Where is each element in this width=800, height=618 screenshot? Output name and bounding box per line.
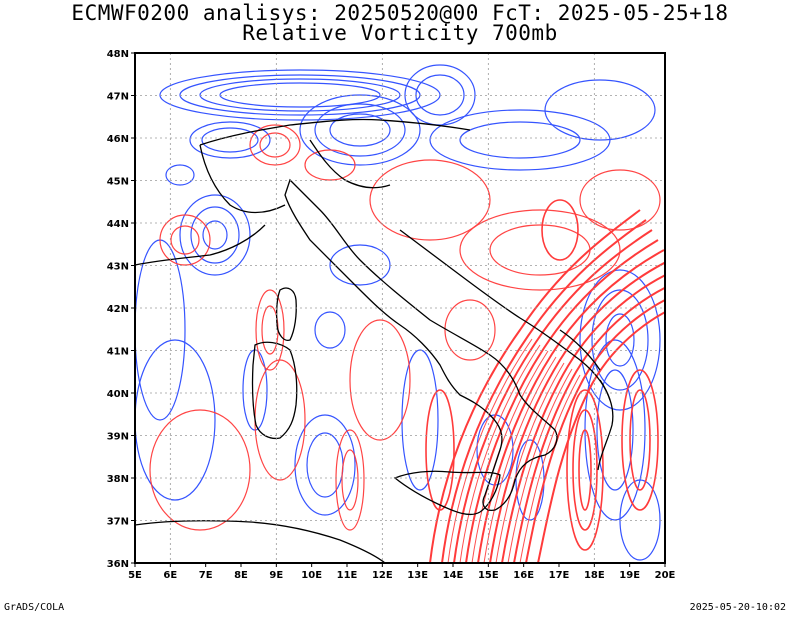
y-tick-label: 46N [107, 134, 129, 145]
x-tick-label: 13E [407, 570, 428, 581]
chart-title-line1: ECMWF0200 analisys: 20250520@00 FcT: 202… [71, 1, 729, 25]
y-tick-label: 41N [107, 347, 129, 358]
x-tick-label: 17E [549, 570, 570, 581]
y-tick-label: 38N [107, 474, 129, 485]
x-tick-label: 5E [128, 570, 142, 581]
positive-vorticity-east [425, 199, 659, 551]
x-tick-label: 16E [513, 570, 534, 581]
y-tick-label: 44N [107, 219, 129, 230]
y-tick-label: 48N [107, 49, 129, 60]
x-tick-label: 12E [372, 570, 393, 581]
x-tick-label: 14E [443, 570, 464, 581]
positive-vorticity [149, 124, 661, 531]
y-tick-label: 43N [107, 262, 129, 273]
y-tick-label: 42N [107, 304, 129, 315]
generation-timestamp: 2025-05-20-10:02 [689, 602, 786, 613]
x-tick-label: 6E [163, 570, 177, 581]
y-tick-label: 47N [107, 92, 129, 103]
x-tick-label: 15E [478, 570, 499, 581]
x-tick-label: 8E [234, 570, 248, 581]
y-tick-label: 40N [107, 389, 129, 400]
y-tick-label: 45N [107, 177, 129, 188]
chart-title-line2: Relative Vorticity 700mb [242, 21, 558, 45]
y-tick-label: 39N [107, 432, 129, 443]
graticule [135, 53, 665, 563]
positive-vorticity-band-inner [447, 338, 581, 563]
x-tick-label: 10E [301, 570, 322, 581]
y-tick-label: 36N [107, 559, 129, 570]
x-tick-label: 19E [619, 570, 640, 581]
y-axis: 36N 37N 38N 39N 40N 41N 42N 43N 44N 45N 46N 47N 48N [107, 49, 135, 570]
negative-vorticity-alps [135, 64, 661, 561]
coastlines [135, 118, 614, 563]
software-credit: GrADS/COLA [4, 602, 65, 613]
contour-field [135, 64, 665, 563]
x-tick-label: 20E [655, 570, 676, 581]
x-tick-label: 7E [199, 570, 213, 581]
y-tick-label: 37N [107, 517, 129, 528]
x-axis: 5E 6E 7E 8E 9E 10E 11E 12E 13E 14E 15E 16E 17E 18E 19E… [128, 563, 676, 581]
x-tick-label: 9E [269, 570, 283, 581]
x-tick-label: 18E [584, 570, 605, 581]
x-tick-label: 11E [337, 570, 358, 581]
positive-vorticity-band [429, 209, 665, 563]
